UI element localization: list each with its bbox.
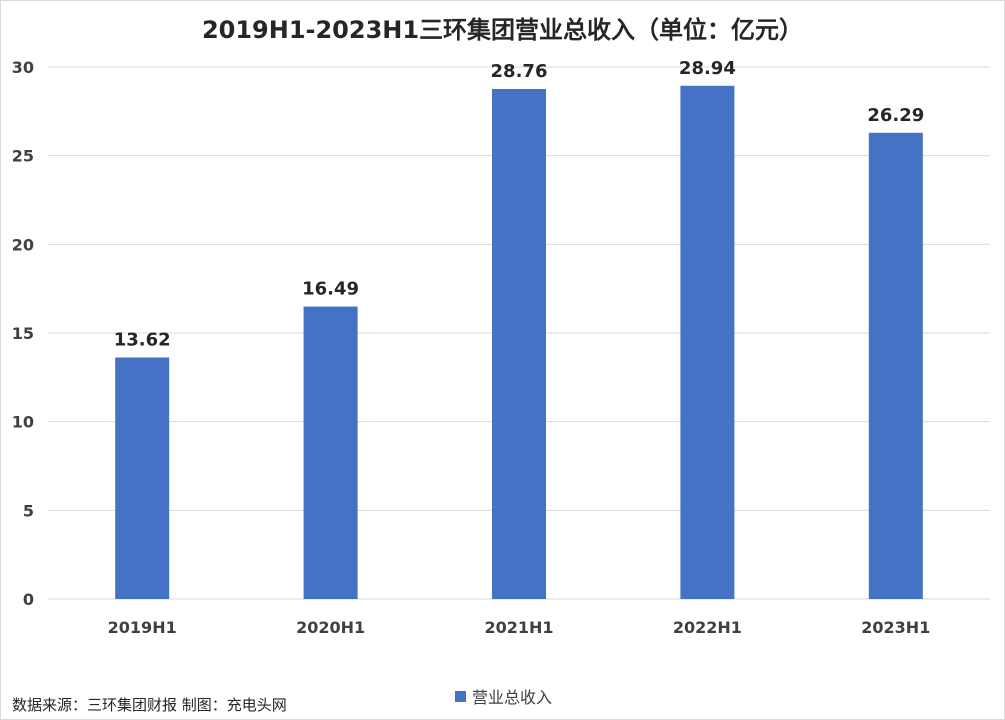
x-tick-label: 2021H1	[484, 618, 553, 637]
data-label: 28.94	[679, 58, 736, 79]
data-label: 28.76	[491, 61, 548, 82]
x-tick-label: 2020H1	[296, 618, 365, 637]
y-tick-label: 10	[12, 413, 34, 432]
y-tick-label: 30	[12, 58, 34, 77]
bar	[303, 306, 358, 599]
y-tick-label: 15	[12, 324, 34, 343]
data-label: 13.62	[114, 329, 171, 350]
x-tick-label: 2023H1	[861, 618, 930, 637]
bar	[115, 357, 170, 599]
legend: 营业总收入	[455, 686, 553, 707]
y-tick-label: 20	[12, 235, 34, 254]
y-tick-label: 0	[23, 590, 34, 609]
bar	[680, 85, 735, 599]
x-tick-label: 2022H1	[673, 618, 742, 637]
y-tick-label: 25	[12, 147, 34, 166]
chart-title: 2019H1-2023H1三环集团营业总收入（单位：亿元）	[201, 16, 804, 44]
bar	[492, 88, 546, 600]
legend-swatch	[455, 690, 466, 702]
data-label: 26.29	[867, 105, 924, 126]
source-note: 数据来源：三环集团财报 制图：充电头网	[12, 696, 287, 714]
data-label: 16.49	[302, 279, 359, 300]
x-tick-label: 2019H1	[108, 618, 177, 637]
legend-label: 营业总收入	[472, 688, 553, 707]
bar	[868, 132, 923, 600]
y-tick-label: 5	[23, 501, 34, 520]
